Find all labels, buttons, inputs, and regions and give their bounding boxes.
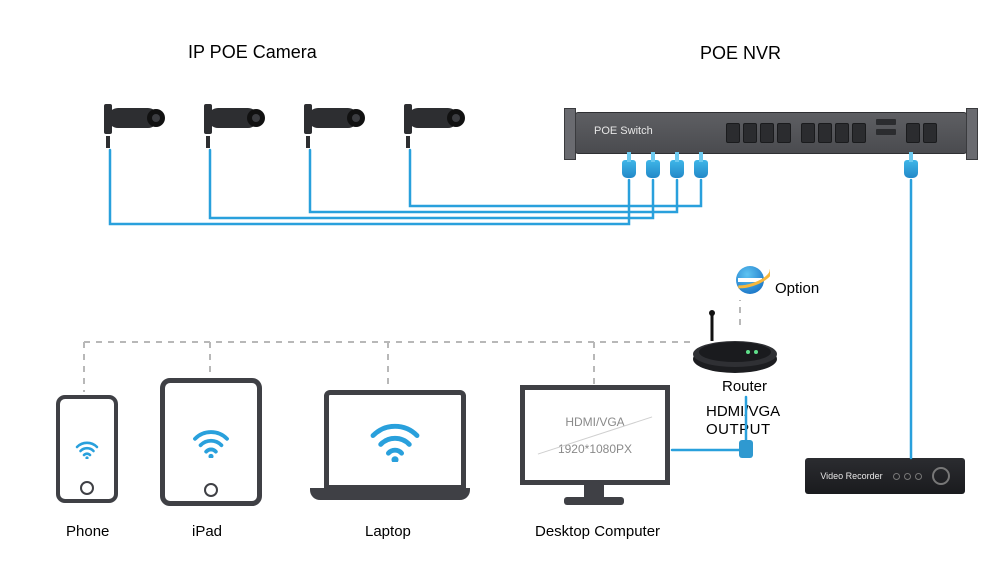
hdmi-vga-output-label: HDMI/VGA OUTPUT: [706, 403, 780, 439]
phone-label: Phone: [66, 523, 109, 540]
internet-explorer-icon: [730, 258, 770, 298]
laptop-label: Laptop: [365, 523, 411, 540]
desktop-label: Desktop Computer: [535, 523, 660, 540]
rj45-connector-icon: [694, 160, 708, 178]
poe-nvr-device: POE Switch: [575, 112, 967, 154]
rj45-connector-icon: [646, 160, 660, 178]
router-icon: [690, 325, 780, 375]
option-label: Option: [775, 280, 819, 297]
router-label: Router: [722, 378, 767, 395]
title-ip-poe-camera: IP POE Camera: [188, 42, 317, 63]
camera-1-icon: [98, 90, 178, 150]
laptop-icon: [310, 390, 470, 500]
ipad-icon: [160, 378, 262, 506]
camera-2-icon: [198, 90, 278, 150]
wifi-icon: [191, 426, 231, 458]
monitor-text-1: HDMI/VGA: [565, 415, 624, 429]
camera-3-icon: [298, 90, 378, 150]
wifi-icon: [367, 418, 423, 462]
title-poe-nvr: POE NVR: [700, 43, 781, 64]
rj45-connector-icon: [670, 160, 684, 178]
ipad-label: iPad: [192, 523, 222, 540]
video-recorder-device: Video Recorder: [805, 458, 965, 494]
nvr-switch-label: POE Switch: [594, 125, 653, 137]
video-recorder-label: Video Recorder: [820, 471, 882, 481]
wifi-icon: [75, 439, 99, 459]
rj45-connector-icon: [904, 160, 918, 178]
phone-icon: [56, 395, 118, 503]
rj45-connector-icon: [622, 160, 636, 178]
camera-4-icon: [398, 90, 478, 150]
desktop-monitor-icon: HDMI/VGA 1920*1080PX: [520, 385, 670, 505]
